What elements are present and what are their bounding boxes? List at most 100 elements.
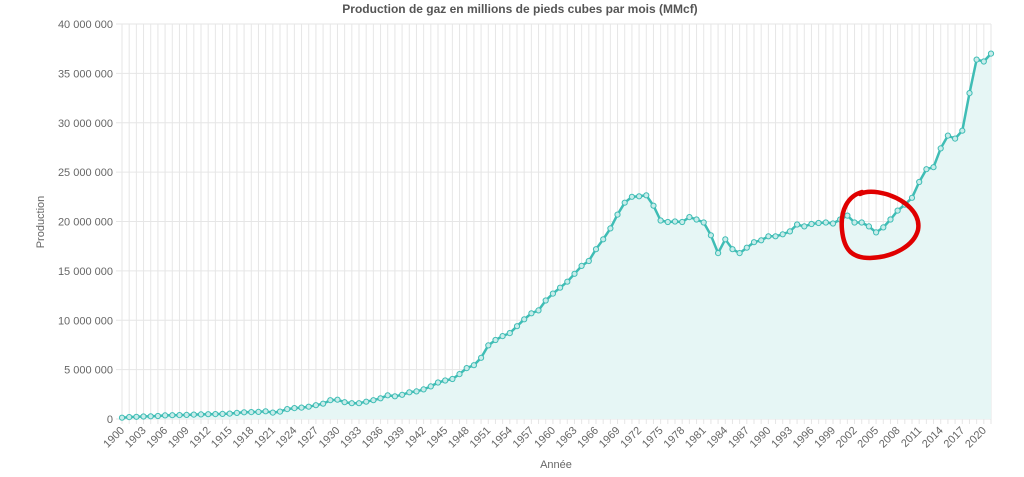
data-point (269, 409, 276, 416)
data-point (736, 250, 743, 257)
data-point (327, 397, 334, 404)
data-point (873, 229, 880, 236)
data-point (241, 409, 248, 416)
y-tick-label: 30 000 000 (58, 118, 113, 130)
data-point (413, 388, 420, 395)
data-point (628, 193, 636, 200)
data-point (233, 409, 240, 416)
data-point (794, 221, 801, 228)
x-tick-label: 2014 (920, 425, 946, 451)
data-point (370, 397, 377, 404)
x-tick-label: 1930 (317, 425, 343, 451)
y-tick-label: 35 000 000 (58, 68, 113, 80)
data-point (190, 411, 197, 418)
data-point (557, 284, 564, 291)
x-tick-label: 1954 (489, 425, 515, 451)
data-point (858, 219, 865, 226)
x-tick-label: 2017 (942, 425, 968, 451)
data-point (212, 411, 219, 418)
data-point (758, 237, 765, 244)
annotation-layer (839, 189, 921, 261)
data-point (585, 257, 592, 265)
x-tick-label: 1918 (231, 425, 257, 451)
data-point (966, 90, 973, 97)
data-point (298, 404, 305, 411)
data-point (535, 307, 542, 314)
x-tick-label: 2020 (963, 425, 989, 451)
data-point (750, 239, 758, 246)
data-point (528, 310, 535, 317)
data-point (729, 246, 736, 253)
data-point (355, 400, 363, 407)
x-tick-label: 1987 (726, 425, 752, 451)
data-point (722, 236, 729, 243)
data-point (765, 233, 772, 240)
x-tick-label: 1900 (101, 425, 127, 451)
data-point (176, 412, 183, 419)
data-point (930, 164, 937, 171)
data-point (434, 379, 442, 386)
data-point (822, 219, 829, 226)
data-point (944, 132, 952, 139)
x-tick-label: 2011 (899, 425, 924, 450)
data-point (384, 392, 391, 399)
x-tick-label: 1927 (295, 425, 321, 451)
data-point (169, 412, 176, 419)
x-tick-label: 1999 (812, 425, 838, 451)
data-point (478, 354, 485, 361)
data-point (334, 396, 341, 403)
data-point (664, 218, 671, 226)
data-point (952, 135, 959, 142)
data-point (442, 377, 449, 384)
data-point (305, 403, 312, 410)
x-tick-label: 1957 (511, 425, 537, 451)
data-point (815, 219, 822, 227)
data-point (571, 270, 578, 277)
data-point (205, 411, 212, 418)
series-area (122, 53, 991, 419)
x-tick-label: 1924 (274, 425, 300, 451)
data-point (147, 413, 154, 420)
data-point (600, 236, 607, 243)
data-point (959, 127, 966, 134)
data-point (248, 409, 255, 416)
data-point (506, 330, 513, 337)
data-point (542, 297, 549, 304)
y-tick-label: 40 000 000 (58, 19, 113, 31)
data-point (578, 262, 585, 269)
x-tick-label: 1936 (360, 425, 386, 451)
data-point (456, 371, 463, 378)
x-tick-label: 1993 (769, 425, 795, 451)
data-point (865, 223, 873, 230)
data-point (923, 166, 930, 173)
data-point (399, 391, 406, 398)
x-tick-label: 1951 (468, 425, 494, 451)
y-axis-title: Production (35, 196, 47, 249)
data-point (284, 406, 291, 413)
data-point (377, 395, 384, 402)
data-point (133, 413, 140, 420)
data-point (937, 145, 944, 152)
data-point (808, 220, 815, 228)
data-point (420, 386, 427, 393)
y-axis: 0 5 000 000 10 000 000 15 000 000 20 000 000… (58, 19, 113, 426)
data-point (829, 220, 837, 227)
data-point (492, 336, 499, 344)
y-tick-label: 0 (107, 414, 113, 426)
data-point (262, 408, 269, 415)
data-point (980, 58, 987, 65)
data-point (686, 214, 693, 221)
data-point (485, 342, 492, 349)
x-tick-label: 1912 (188, 425, 214, 451)
x-tick-label: 1933 (338, 425, 364, 451)
data-point (499, 333, 506, 340)
chart-title: Production de gaz en millions de pieds c… (342, 2, 697, 16)
data-point (801, 223, 808, 230)
x-tick-label: 1966 (575, 425, 601, 451)
data-point (657, 217, 664, 224)
x-tick-label: 2002 (834, 425, 860, 451)
y-tick-label: 10 000 000 (58, 315, 113, 327)
data-point (118, 414, 126, 421)
